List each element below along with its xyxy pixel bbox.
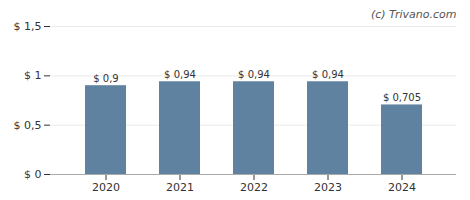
svg-text:$ 1,5: $ 1,5 xyxy=(14,20,42,33)
svg-text:2020: 2020 xyxy=(92,181,120,194)
svg-text:$ 1: $ 1 xyxy=(24,69,42,82)
svg-text:2024: 2024 xyxy=(388,181,416,194)
svg-text:2021: 2021 xyxy=(166,181,194,194)
svg-text:$ 0: $ 0 xyxy=(24,168,42,181)
svg-text:$ 0,94: $ 0,94 xyxy=(164,69,196,80)
svg-text:2022: 2022 xyxy=(240,181,268,194)
svg-text:$ 0,94: $ 0,94 xyxy=(312,69,344,80)
svg-text:$ 0,705: $ 0,705 xyxy=(383,92,421,103)
svg-text:$ 0,9: $ 0,9 xyxy=(93,73,118,84)
svg-text:$ 0,5: $ 0,5 xyxy=(14,119,42,132)
svg-text:$ 0,94: $ 0,94 xyxy=(238,69,270,80)
svg-text:2023: 2023 xyxy=(314,181,342,194)
svg-text:(c) Trivano.com: (c) Trivano.com xyxy=(371,8,457,21)
